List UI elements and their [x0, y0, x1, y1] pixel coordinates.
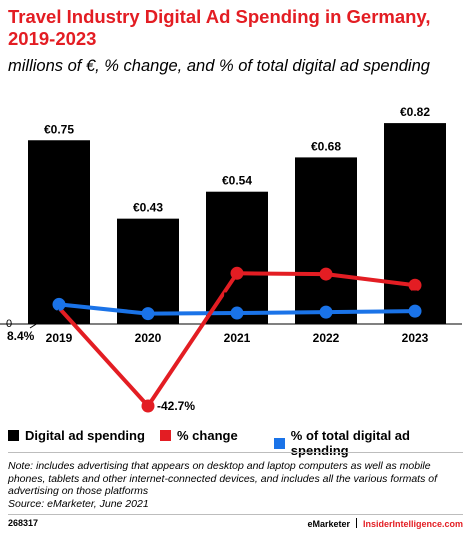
change-label-2022: 26.0%: [309, 250, 343, 264]
bar-value-label-2023: €0.82: [400, 105, 430, 119]
change-label-2023: 20.2%: [398, 261, 432, 275]
share-label-2021: 5.7%: [223, 290, 251, 304]
brand: eMarketer InsiderIntelligence.com: [307, 518, 463, 529]
zero-tick-label: 0: [6, 318, 12, 330]
label-group: €0.75 €0.43 €0.54 €0.68 €0.82 2019 2020 2021 202…: [7, 105, 432, 413]
change-label-2021: 26.4%: [220, 249, 254, 263]
x-tick-label-2021: 2021: [224, 331, 251, 345]
bar-2022: [295, 157, 357, 324]
divider-top: [8, 452, 463, 453]
footnote: Note: includes advertising that appears …: [8, 460, 463, 510]
legend-item-change: % change: [160, 428, 238, 443]
share-label-2019: 10.2%: [42, 281, 76, 295]
line-group: [52, 266, 422, 413]
legend-item-spending: Digital ad spending: [8, 428, 145, 443]
share-label-2022: 6.2%: [312, 289, 340, 303]
brand-emarketer: eMarketer: [307, 519, 350, 529]
chart-id: 268317: [8, 518, 39, 528]
change-point-2021: [230, 266, 244, 280]
share-point-2019: [52, 297, 66, 311]
bar-value-label-2022: €0.68: [311, 139, 341, 153]
share-point-2023: [408, 304, 422, 318]
x-tick-label-2019: 2019: [46, 331, 73, 345]
legend-swatch-spending: [8, 430, 19, 441]
legend-swatch-change: [160, 430, 171, 441]
lead-in-leader-line: [29, 309, 60, 329]
legend-label-spending: Digital ad spending: [25, 428, 145, 443]
share-point-2022: [319, 305, 333, 319]
divider-bottom: [8, 514, 463, 515]
legend-label-share: % of total digital ad spending: [290, 428, 410, 458]
chart-subtitle: millions of €, % change, and % of total …: [8, 57, 430, 75]
legend-swatch-share: [274, 437, 285, 449]
legend-item-share: % of total digital ad spending: [274, 428, 468, 458]
change-point-2023: [408, 278, 422, 292]
brand-separator: [355, 518, 357, 528]
share-label-2023: 6.7%: [401, 288, 429, 302]
footer: 268317 eMarketer InsiderIntelligence.com: [8, 518, 463, 531]
x-tick-label-2023: 2023: [402, 331, 429, 345]
change-point-2020: [141, 399, 155, 413]
bar-value-label-2020: €0.43: [133, 201, 163, 215]
share-label-2020: 5.4%: [134, 291, 162, 305]
legend: Digital ad spending % change % of total …: [8, 428, 468, 458]
source-text: Source: eMarketer, June 2021: [8, 497, 149, 510]
note-text: Note: includes advertising that appears …: [8, 460, 438, 497]
brand-insider: InsiderIntelligence.com: [362, 519, 463, 529]
legend-label-change: % change: [177, 428, 238, 443]
chart-plot: 0 €0.75 €0.43 €0.54 €0.68 €0.82 2019 2020 2021 2…: [0, 105, 462, 413]
x-tick-label-2020: 2020: [135, 331, 162, 345]
lead-in-label: 8.4%: [7, 329, 35, 343]
x-tick-label-2022: 2022: [313, 331, 340, 345]
chart-title: Travel Industry Digital Ad Spending in G…: [8, 6, 431, 49]
bar-value-label-2021: €0.54: [222, 174, 252, 188]
bar-2020: [117, 218, 179, 324]
change-point-2022: [319, 267, 333, 281]
bar-2019: [28, 140, 90, 324]
change-label-2020: -42.7%: [157, 399, 195, 413]
bar-value-label-2019: €0.75: [44, 122, 74, 136]
share-point-2020: [141, 307, 155, 321]
share-point-2021: [230, 306, 244, 320]
